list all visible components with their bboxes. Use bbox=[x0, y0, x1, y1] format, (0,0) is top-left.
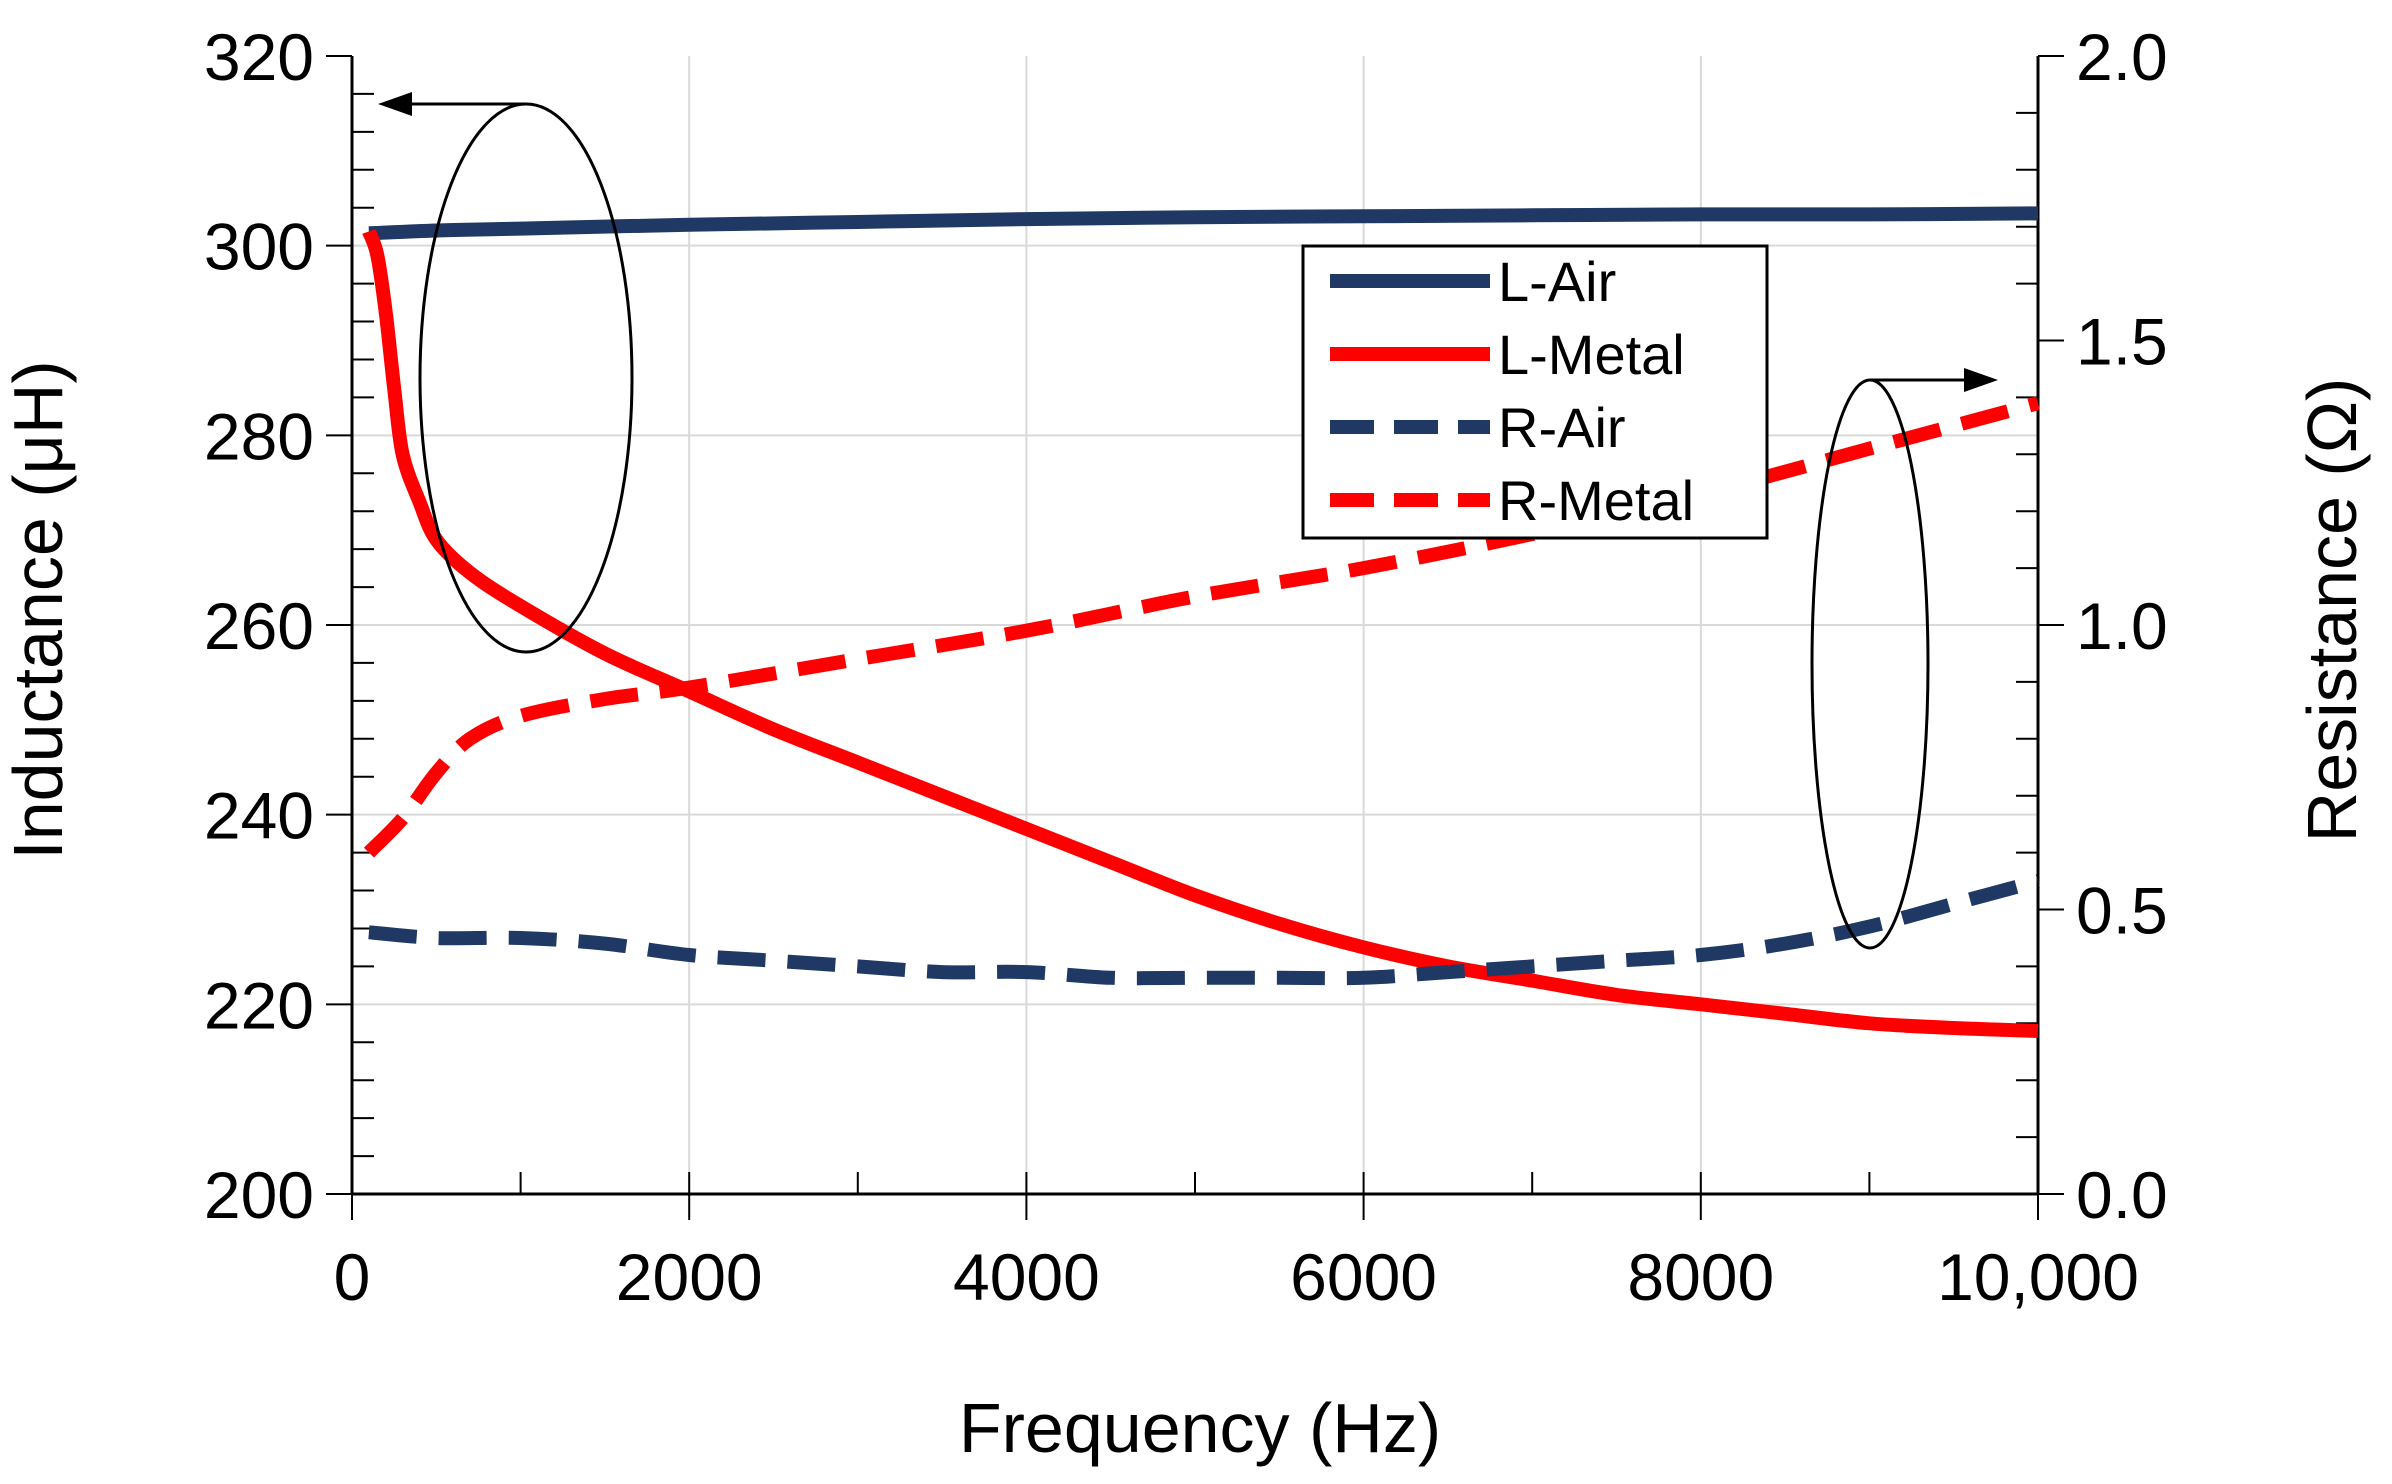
x-tick-label: 6000 bbox=[1290, 1240, 1437, 1314]
legend: L-Air L-Metal R-Air R-Metal bbox=[1301, 244, 1769, 540]
x-tick-label: 4000 bbox=[953, 1240, 1100, 1314]
left-arrow-head bbox=[378, 92, 412, 116]
x-tick-label: 2000 bbox=[616, 1240, 763, 1314]
y-left-tick-label: 320 bbox=[204, 20, 314, 94]
y-axis-right-title: Resistance (Ω) bbox=[2293, 378, 2371, 843]
y-right-tick-label: 0.5 bbox=[2076, 874, 2168, 948]
y-left-tick-label: 200 bbox=[204, 1158, 314, 1232]
y-right-tick-label: 2.0 bbox=[2076, 20, 2168, 94]
y-axis-left-title: Inductance (μH) bbox=[0, 360, 77, 859]
tick-labels: 0 2000 4000 6000 8000 10,000 200 220 240 260 280 30… bbox=[204, 20, 2168, 1314]
y-left-tick-label: 280 bbox=[204, 399, 314, 473]
series-line-l-air bbox=[368, 206, 2039, 241]
legend-label-r-metal: R-Metal bbox=[1498, 469, 1694, 532]
x-tick-label: 0 bbox=[334, 1240, 371, 1314]
legend-label-l-metal: L-Metal bbox=[1498, 323, 1685, 386]
legend-label-l-air: L-Air bbox=[1498, 250, 1616, 313]
y-left-tick-label: 220 bbox=[204, 968, 314, 1042]
y-left-tick-label: 260 bbox=[204, 589, 314, 663]
y-left-tick-label: 240 bbox=[204, 779, 314, 853]
series-line-l-metal bbox=[362, 228, 2039, 1038]
y-right-tick-label: 0.0 bbox=[2076, 1158, 2168, 1232]
x-tick-label: 10,000 bbox=[1937, 1240, 2139, 1314]
y-right-tick-label: 1.0 bbox=[2076, 589, 2168, 663]
x-tick-label: 8000 bbox=[1627, 1240, 1774, 1314]
y-right-tick-label: 1.5 bbox=[2076, 305, 2168, 379]
legend-label-r-air: R-Air bbox=[1498, 396, 1626, 459]
x-axis-title: Frequency (Hz) bbox=[959, 1389, 1441, 1467]
y-left-tick-label: 300 bbox=[204, 210, 314, 284]
axis-annotations bbox=[378, 92, 1998, 950]
legend-box bbox=[1301, 244, 1769, 540]
right-arrow-head bbox=[1964, 368, 1998, 392]
